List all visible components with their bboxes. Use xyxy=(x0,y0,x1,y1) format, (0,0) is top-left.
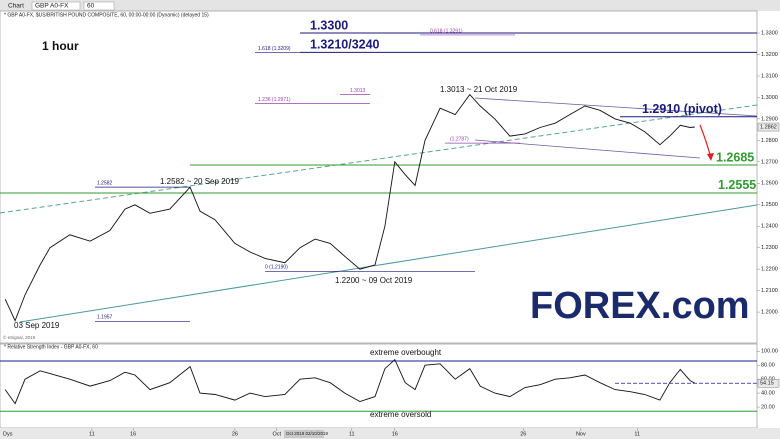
y-tick-label: 1.2100 xyxy=(761,288,778,294)
y-tick-label: 1.3100 xyxy=(761,73,778,79)
rsi-level-label: extreme overbought xyxy=(370,348,442,357)
x-tick-label: 11 xyxy=(349,431,355,437)
last-value-label: 1.2862 xyxy=(760,125,777,131)
y-tick-label: 1.2800 xyxy=(761,138,778,144)
y-tick-label: 1.3000 xyxy=(761,95,778,101)
x-tick-label: 11 xyxy=(634,431,640,437)
annotation: 1.3013 ~ 21 Oct 2019 xyxy=(440,85,518,94)
fib-label: 0 (1.2190) xyxy=(265,265,288,271)
fib-label: 0.618 (1.3291) xyxy=(430,28,463,34)
y-tick-label: 1.3300 xyxy=(761,30,778,36)
fib-label: 1.618 (1.3209) xyxy=(258,46,291,52)
y-tick-label: 1.2400 xyxy=(761,224,778,230)
y-tick-label: 80.00 xyxy=(761,363,775,369)
symbol-box[interactable] xyxy=(31,1,81,11)
x-tick-label: 11 xyxy=(89,431,95,437)
y-tick-label: 1.2900 xyxy=(761,116,778,122)
x-tick-label: 16 xyxy=(392,431,398,437)
y-tick-label: 1.2000 xyxy=(761,310,778,316)
panel-title: * GBP A0-FX, $US/BRITISH POUND COMPOSITE… xyxy=(4,12,209,18)
annotation: 03 Sep 2019 xyxy=(14,321,60,330)
date-axis xyxy=(0,428,780,439)
toolbar-interval[interactable]: 60 xyxy=(87,3,95,10)
main-panel xyxy=(0,10,758,344)
annotation: 1.2200 ~ 09 Oct 2019 xyxy=(335,276,413,285)
fib-label: 1.2582 xyxy=(97,180,113,186)
price-line xyxy=(4,358,696,405)
level-label: 1.2555 xyxy=(718,178,756,192)
x-tick-label: Oct xyxy=(272,431,281,437)
annotation: 1.2582 ~ 20 Sep 2019 xyxy=(160,177,240,186)
cursor-box xyxy=(284,430,324,438)
fib-label: 1.236 (1.2971) xyxy=(258,97,291,103)
toolbar-symbol[interactable]: GBP A0-FX xyxy=(35,3,69,10)
channel-upper xyxy=(474,97,758,117)
interval-box[interactable] xyxy=(83,1,115,11)
price-line xyxy=(4,93,695,322)
level-label: 1.3300 xyxy=(310,18,348,32)
x-tick-label: 16 xyxy=(130,431,136,437)
y-tick-label: 40.00 xyxy=(761,391,775,397)
x-tick-label: Nov xyxy=(576,431,586,437)
toolbar-title: Chart xyxy=(8,3,24,10)
y-tick-label: 1.3200 xyxy=(761,52,778,58)
y-tick-label: 1.2600 xyxy=(761,181,778,187)
toolbar xyxy=(0,0,780,11)
y-tick-label: 1.2200 xyxy=(761,267,778,273)
logo: FOREX.com xyxy=(530,285,750,327)
panel-title: * Relative Strength Index - GBP A0-FX, 6… xyxy=(4,344,98,350)
x-axis-label: Dys xyxy=(3,431,13,437)
level-label: 1.2685 xyxy=(716,150,754,164)
x-tick-label: 26 xyxy=(520,431,526,437)
x-tick-label: 26 xyxy=(232,431,238,437)
last-value-label: 54.15 xyxy=(760,381,774,387)
cursor-label: Oct 2019 02/10/2019 xyxy=(286,431,329,436)
fib-label: 1.1957 xyxy=(97,315,113,321)
fib-label: 1.3013 xyxy=(350,88,366,94)
y-tick-label: 1.2700 xyxy=(761,159,778,165)
y-tick-label: 20.00 xyxy=(761,405,775,411)
trendline-support xyxy=(19,204,758,323)
last-value-box xyxy=(757,379,780,388)
fib-label: (1.2787) xyxy=(450,136,469,142)
y-tick-label: 100.00 xyxy=(761,349,778,355)
arrow-head xyxy=(707,153,714,161)
subtitle: 1 hour xyxy=(42,39,79,53)
level-label: 1.2910 (pivot) xyxy=(642,102,722,116)
y-tick-label: 1.2500 xyxy=(761,202,778,208)
level-label: 1.3210/3240 xyxy=(310,38,380,52)
rsi-level-label: extreme oversold xyxy=(370,410,431,419)
last-value-box xyxy=(757,122,780,132)
copyright: © eSignal, 2019 xyxy=(3,334,36,340)
y-tick-label: 1.2300 xyxy=(761,245,778,251)
